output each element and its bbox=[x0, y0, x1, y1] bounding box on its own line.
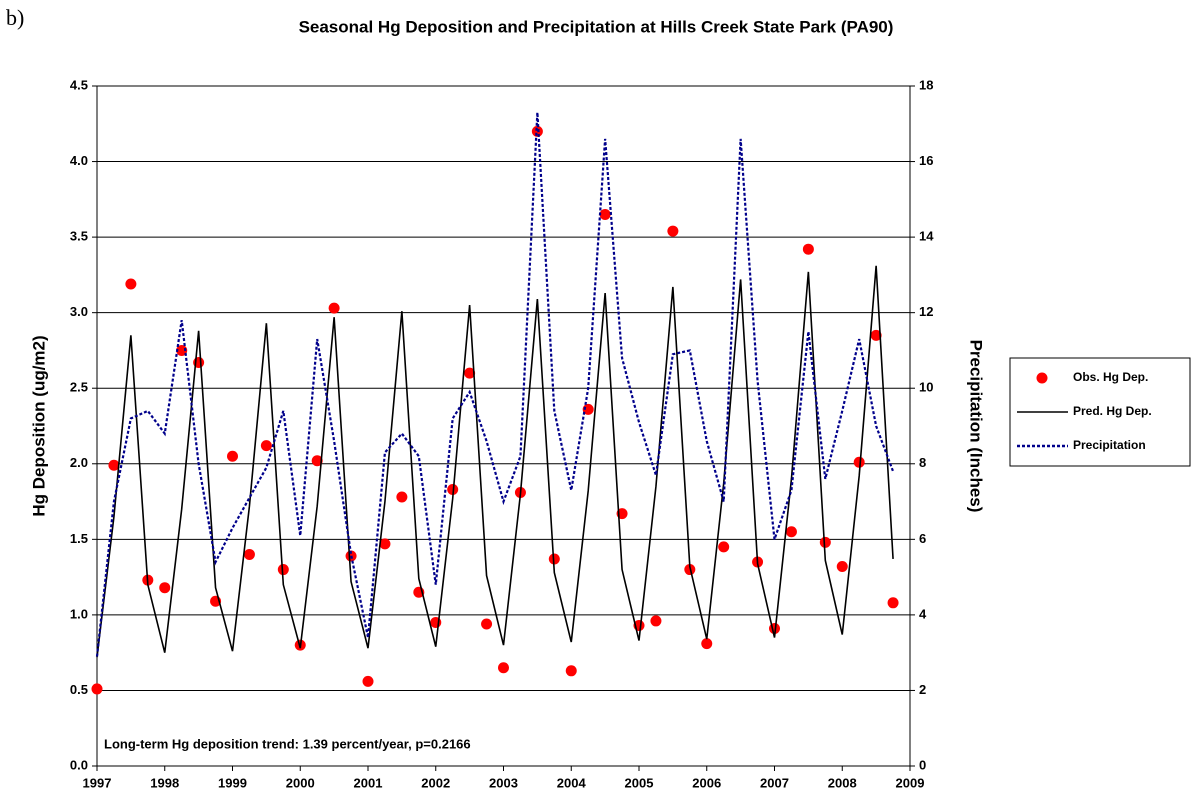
y-tick-label: 2.0 bbox=[70, 455, 88, 470]
y2-tick-label: 4 bbox=[919, 606, 927, 621]
legend-label: Obs. Hg Dep. bbox=[1073, 370, 1148, 384]
y-tick-label: 4.0 bbox=[70, 153, 88, 168]
x-tick-label: 2003 bbox=[489, 775, 518, 790]
x-tick-label: 2006 bbox=[692, 775, 721, 790]
x-tick-label: 2001 bbox=[354, 775, 383, 790]
chart-title: Seasonal Hg Deposition and Precipitation… bbox=[299, 17, 894, 36]
obs-point bbox=[464, 367, 476, 379]
y2-tick-label: 14 bbox=[919, 229, 934, 244]
obs-point bbox=[667, 225, 679, 237]
y2-tick-label: 12 bbox=[919, 304, 933, 319]
x-tick-label: 2005 bbox=[625, 775, 654, 790]
obs-point bbox=[599, 208, 611, 220]
y-tick-label: 3.0 bbox=[70, 304, 88, 319]
series-line bbox=[95, 112, 895, 657]
obs-point bbox=[91, 683, 103, 695]
obs-point bbox=[853, 456, 865, 468]
y-axis-label: Hg Deposition (ug/m2) bbox=[29, 335, 48, 516]
y2-tick-label: 18 bbox=[919, 77, 933, 92]
x-tick-label: 2007 bbox=[760, 775, 789, 790]
y2-tick-label: 2 bbox=[919, 682, 926, 697]
obs-point bbox=[260, 440, 272, 452]
plot-frame bbox=[96, 85, 911, 767]
obs-point bbox=[108, 459, 120, 471]
obs-point bbox=[362, 675, 374, 687]
x-tick-label: 1999 bbox=[218, 775, 247, 790]
series-line bbox=[96, 265, 894, 658]
obs-point bbox=[159, 582, 171, 594]
obs-point bbox=[548, 553, 560, 565]
y-tick-label: 2.5 bbox=[70, 380, 88, 395]
obs-point bbox=[836, 561, 848, 573]
obs-point bbox=[802, 243, 814, 255]
x-tick-label: 2004 bbox=[557, 775, 587, 790]
obs-point bbox=[718, 541, 730, 553]
x-tick-label: 2002 bbox=[421, 775, 450, 790]
obs-point bbox=[328, 302, 340, 314]
obs-point bbox=[565, 665, 577, 677]
x-tick-label: 2008 bbox=[828, 775, 857, 790]
obs-point bbox=[243, 548, 255, 560]
obs-point bbox=[277, 564, 289, 576]
y2-tick-label: 0 bbox=[919, 757, 926, 772]
legend-label: Precipitation bbox=[1073, 438, 1146, 452]
y2-tick-label: 6 bbox=[919, 531, 926, 546]
y-tick-label: 4.5 bbox=[70, 77, 88, 92]
y2-tick-label: 8 bbox=[919, 455, 926, 470]
x-tick-label: 1997 bbox=[83, 775, 112, 790]
x-tick-label: 2009 bbox=[896, 775, 925, 790]
y2-tick-label: 10 bbox=[919, 380, 933, 395]
obs-point bbox=[379, 538, 391, 550]
x-tick-label: 2000 bbox=[286, 775, 315, 790]
legend-label: Pred. Hg Dep. bbox=[1073, 404, 1152, 418]
y2-tick-label: 16 bbox=[919, 153, 933, 168]
y-tick-label: 1.5 bbox=[70, 531, 88, 546]
obs-point bbox=[311, 455, 323, 467]
panel-label: b) bbox=[6, 5, 24, 30]
obs-point bbox=[498, 662, 509, 674]
annotation: Long-term Hg deposition trend: 1.39 perc… bbox=[104, 736, 471, 751]
obs-point bbox=[125, 278, 137, 290]
y-tick-label: 3.5 bbox=[70, 229, 88, 244]
obs-point bbox=[870, 329, 882, 341]
y2-axis-label: Precipitation (Inches) bbox=[967, 340, 986, 513]
obs-point bbox=[887, 597, 899, 609]
y-tick-label: 0.5 bbox=[70, 682, 88, 697]
obs-point bbox=[176, 344, 188, 356]
x-tick-label: 1998 bbox=[150, 775, 179, 790]
y-tick-label: 0.0 bbox=[70, 757, 88, 772]
obs-point bbox=[396, 491, 408, 503]
obs-point bbox=[785, 526, 797, 538]
legend-marker bbox=[1036, 372, 1048, 384]
obs-point bbox=[481, 618, 493, 630]
obs-point bbox=[227, 450, 238, 462]
obs-point bbox=[582, 403, 594, 415]
obs-point bbox=[650, 615, 662, 627]
y-tick-label: 1.0 bbox=[70, 606, 88, 621]
obs-point bbox=[701, 638, 713, 650]
obs-point bbox=[819, 536, 831, 548]
